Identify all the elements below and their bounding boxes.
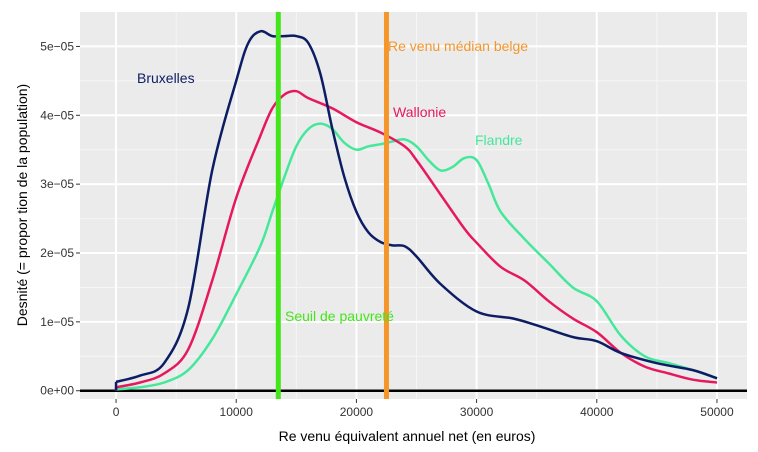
y-tick-label: 5e−05 bbox=[40, 39, 74, 53]
x-axis-title: Re venu équivalent annuel net (en euros) bbox=[279, 428, 536, 444]
y-tick-label: 2e−05 bbox=[40, 246, 74, 260]
y-tick-label: 3e−05 bbox=[40, 177, 74, 191]
x-tick-label: 50000 bbox=[700, 405, 734, 419]
x-tick-label: 10000 bbox=[220, 405, 254, 419]
vertical-lines bbox=[275, 12, 389, 399]
series-line-wallonie bbox=[115, 89, 718, 389]
x-tick-label: 0 bbox=[113, 405, 120, 419]
series-line-bruxelles bbox=[115, 29, 718, 384]
series-line-flandre bbox=[115, 122, 718, 391]
y-axis-ticks: 0e+00 1e−05 2e−05 3e−05 4e−05 5e−05 bbox=[40, 39, 80, 398]
x-tick-label: 30000 bbox=[460, 405, 494, 419]
annotation-flandre: Flandre bbox=[475, 132, 523, 148]
x-axis-ticks: 0 10000 20000 30000 40000 50000 bbox=[113, 399, 734, 419]
y-axis-title: Desnité (= propor tion de la population) bbox=[14, 84, 30, 326]
y-tick-label: 4e−05 bbox=[40, 108, 74, 122]
series-layer bbox=[114, 29, 718, 391]
label-poverty-threshold: Seuil de pauvreté bbox=[285, 308, 394, 324]
x-tick-label: 20000 bbox=[340, 405, 374, 419]
panel-background bbox=[80, 12, 747, 399]
annotation-wallonie: Wallonie bbox=[393, 104, 446, 120]
y-tick-label: 0e+00 bbox=[40, 384, 74, 398]
x-tick-label: 40000 bbox=[580, 405, 614, 419]
label-median-income: Re venu médian belge bbox=[388, 38, 528, 54]
annotation-bruxelles: Bruxelles bbox=[137, 70, 195, 86]
minor-grid bbox=[80, 12, 747, 399]
y-tick-label: 1e−05 bbox=[40, 315, 74, 329]
